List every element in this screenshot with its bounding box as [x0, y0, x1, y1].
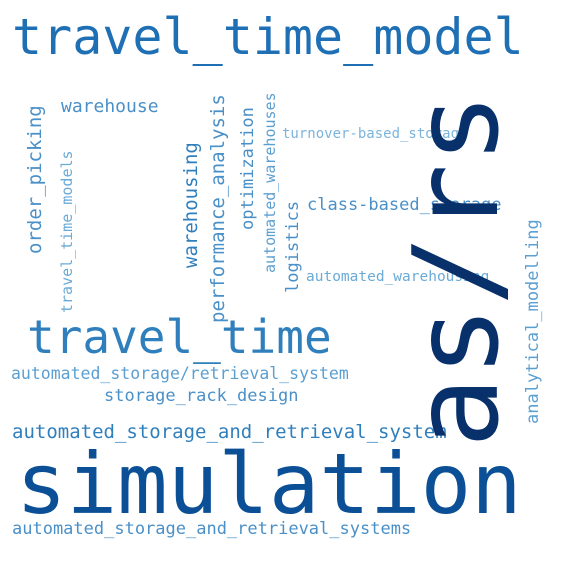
- word-travel-time-model: travel_time_model: [12, 12, 524, 62]
- word-warehouse: warehouse: [61, 98, 159, 116]
- word-optimization: optimization: [240, 107, 257, 230]
- word-travel-time-models: travel_time_models: [60, 150, 75, 313]
- word-automated-warehouses: automated_warehouses: [263, 92, 278, 273]
- word-order-picking: order_picking: [26, 105, 45, 254]
- word-travel-time: travel_time: [27, 314, 332, 360]
- word-analytical-modelling: analytical_modelling: [525, 219, 542, 424]
- word-automated-storage-and-retrieval-systems: automated_storage_and_retrieval_systems: [12, 521, 411, 538]
- word-storage-rack-design: storage_rack_design: [104, 388, 298, 405]
- word-automated-storage-and-retrieval-system: automated_storage_and_retrieval_system: [12, 423, 447, 442]
- word-as-rs: as/rs: [397, 93, 515, 448]
- word-logistics: logistics: [285, 201, 302, 293]
- word-warehousing: warehousing: [182, 142, 201, 268]
- word-performance-analysis: performance_analysis: [209, 94, 228, 323]
- word-simulation: simulation: [16, 442, 522, 526]
- word-automated-storage-retrieval-system: automated_storage/retrieval_system: [11, 366, 349, 383]
